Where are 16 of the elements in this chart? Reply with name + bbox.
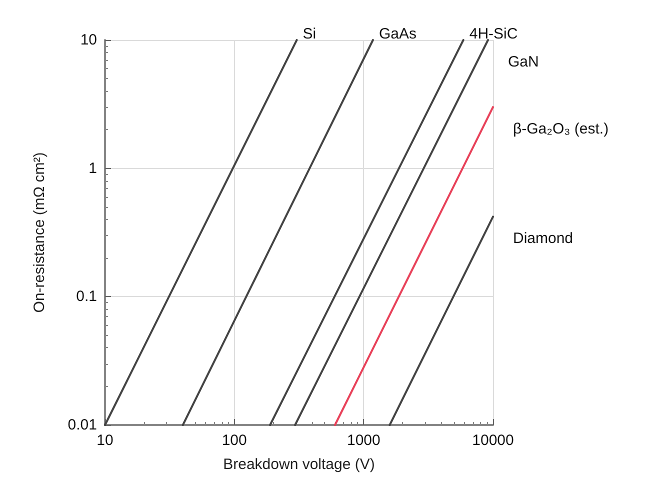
x-tick-label: 1000 [346, 432, 380, 449]
series-label: 4H-SiC [469, 26, 518, 42]
y-tick-label: 0.01 [68, 416, 97, 434]
x-tick-label: 10 [96, 432, 114, 449]
y-tick-label: 0.1 [76, 288, 97, 306]
series-label: Si [302, 26, 316, 42]
series-label: GaN [508, 54, 539, 70]
series-label: GaAs [378, 26, 416, 42]
y-axis-title: On-resistance (mΩ cm²) [31, 152, 48, 313]
x-tick-label: 100 [222, 432, 247, 449]
y-tick-label: 1 [88, 160, 97, 177]
series-label: Diamond [513, 230, 574, 248]
series-label: β-Ga₂O₃ (est.) [513, 120, 609, 138]
y-tick-label: 10 [80, 32, 97, 48]
x-tick-label: 10000 [472, 432, 514, 449]
x-axis-title: Breakdown voltage (V) [223, 456, 375, 473]
